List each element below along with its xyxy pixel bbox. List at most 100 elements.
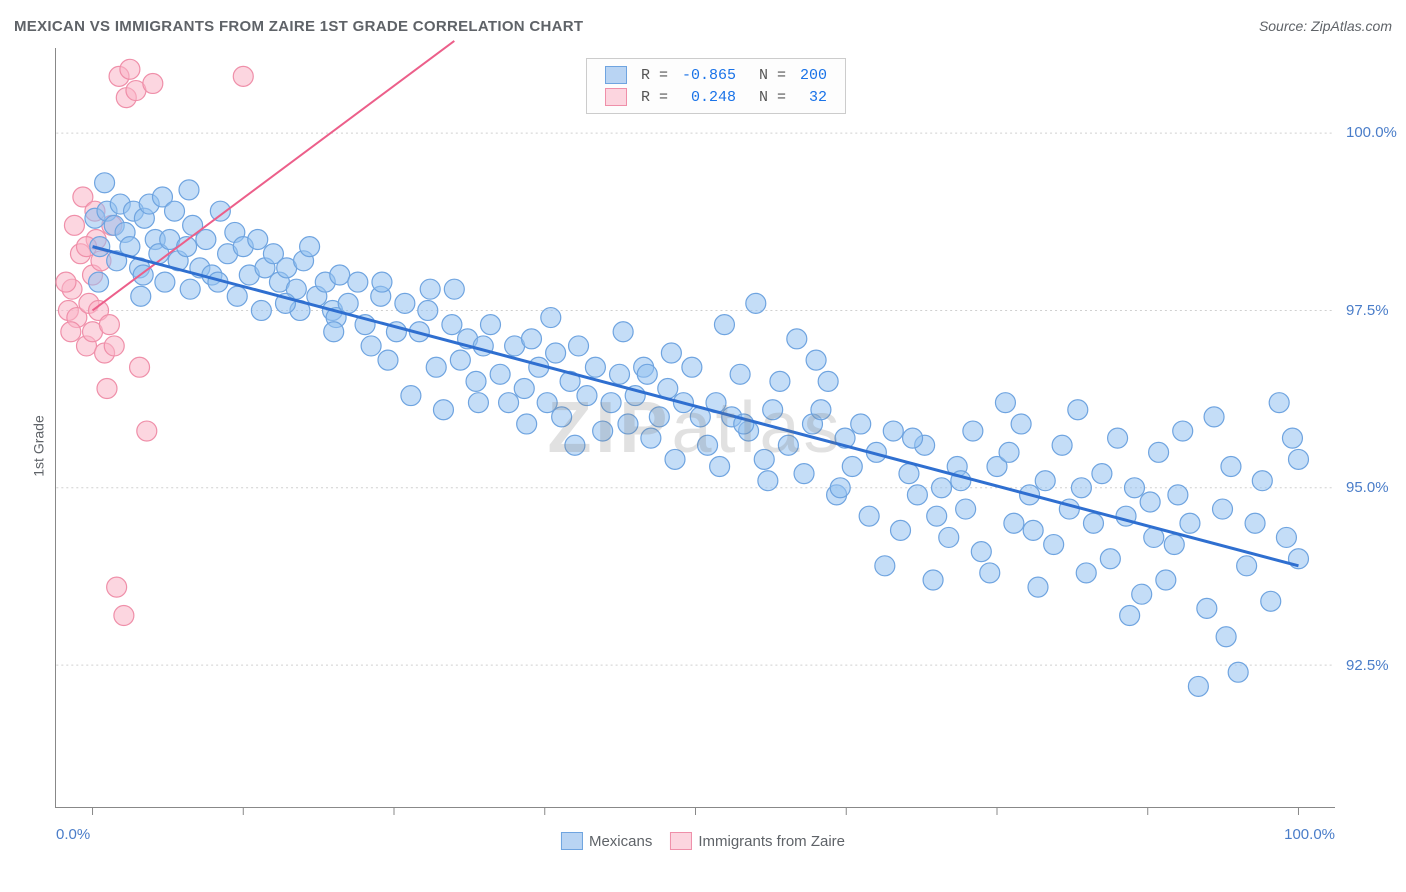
scatter-point — [891, 520, 911, 540]
scatter-point — [1282, 428, 1302, 448]
scatter-point — [1004, 513, 1024, 533]
scatter-point — [499, 393, 519, 413]
scatter-point — [120, 59, 140, 79]
scatter-point — [818, 371, 838, 391]
scatter-point — [1180, 513, 1200, 533]
scatter-point — [155, 272, 175, 292]
scatter-point — [714, 315, 734, 335]
scatter-point — [348, 272, 368, 292]
x-max-label: 100.0% — [1284, 826, 1335, 843]
scatter-point — [99, 315, 119, 335]
r-value: 0.248 — [676, 87, 742, 107]
scatter-point — [1276, 527, 1296, 547]
x-min-label: 0.0% — [56, 826, 90, 843]
scatter-point — [1252, 471, 1272, 491]
scatter-point — [1156, 570, 1176, 590]
scatter-point — [903, 428, 923, 448]
scatter-point — [1023, 520, 1043, 540]
scatter-point — [418, 300, 438, 320]
scatter-point — [1076, 563, 1096, 583]
r-value: -0.865 — [676, 65, 742, 85]
scatter-point — [450, 350, 470, 370]
scatter-point — [1092, 464, 1112, 484]
scatter-point — [1164, 535, 1184, 555]
scatter-point — [324, 322, 344, 342]
scatter-point — [227, 286, 247, 306]
scatter-point — [514, 378, 534, 398]
scatter-point — [956, 499, 976, 519]
scatter-point — [787, 329, 807, 349]
scatter-point — [107, 577, 127, 597]
scatter-point — [426, 357, 446, 377]
scatter-point — [763, 400, 783, 420]
scatter-point — [1052, 435, 1072, 455]
r-label: R = — [635, 87, 674, 107]
scatter-point — [248, 230, 268, 250]
scatter-point — [811, 400, 831, 420]
n-value: 32 — [794, 87, 833, 107]
scatter-point — [1028, 577, 1048, 597]
scatter-point — [481, 315, 501, 335]
scatter-point — [395, 293, 415, 313]
scatter-point — [641, 428, 661, 448]
scatter-point — [907, 485, 927, 505]
scatter-point — [104, 336, 124, 356]
scatter-point — [682, 357, 702, 377]
scatter-point — [143, 73, 163, 93]
legend-swatch — [605, 88, 627, 106]
scatter-point — [1261, 591, 1281, 611]
scatter-point — [97, 378, 117, 398]
scatter-point — [613, 322, 633, 342]
scatter-point — [179, 180, 199, 200]
scatter-point — [131, 286, 151, 306]
scatter-point — [64, 215, 84, 235]
scatter-point — [1221, 457, 1241, 477]
y-tick-label: 92.5% — [1346, 657, 1389, 674]
scatter-point — [1035, 471, 1055, 491]
series-legend: MexicansImmigrants from Zaire — [561, 832, 845, 850]
scatter-point — [610, 364, 630, 384]
scatter-point — [758, 471, 778, 491]
scatter-point — [546, 343, 566, 363]
scatter-point — [1108, 428, 1128, 448]
scatter-point — [89, 272, 109, 292]
scatter-point — [330, 265, 350, 285]
scatter-point — [577, 386, 597, 406]
scatter-point — [1173, 421, 1193, 441]
scatter-point — [927, 506, 947, 526]
scatter-point — [541, 308, 561, 328]
scatter-point — [1083, 513, 1103, 533]
scatter-point — [1216, 627, 1236, 647]
scatter-point — [56, 272, 76, 292]
legend-item: Mexicans — [561, 832, 652, 850]
scatter-point — [522, 329, 542, 349]
scatter-point — [637, 364, 657, 384]
r-label: R = — [635, 65, 674, 85]
scatter-point — [1068, 400, 1088, 420]
scatter-point — [1188, 676, 1208, 696]
scatter-point — [196, 230, 216, 250]
scatter-point — [585, 357, 605, 377]
scatter-point — [939, 527, 959, 547]
scatter-point — [754, 449, 774, 469]
scatter-point — [95, 173, 115, 193]
scatter-point — [114, 605, 134, 625]
scatter-point — [137, 421, 157, 441]
scatter-point — [778, 435, 798, 455]
y-tick-label: 100.0% — [1346, 124, 1397, 141]
source-label: Source: ZipAtlas.com — [1259, 18, 1392, 34]
scatter-point — [649, 407, 669, 427]
scatter-point — [444, 279, 464, 299]
scatter-point — [1149, 442, 1169, 462]
y-axis-label: 1st Grade — [31, 415, 47, 476]
scatter-point — [999, 442, 1019, 462]
scatter-point — [730, 364, 750, 384]
scatter-point — [401, 386, 421, 406]
scatter-point — [569, 336, 589, 356]
scatter-point — [378, 350, 398, 370]
scatter-point — [165, 201, 185, 221]
scatter-point — [830, 478, 850, 498]
scatter-point — [842, 457, 862, 477]
plot-area: ZIPatlas R =-0.865 N =200R =0.248 N =32 … — [55, 48, 1335, 808]
n-label: N = — [744, 65, 792, 85]
